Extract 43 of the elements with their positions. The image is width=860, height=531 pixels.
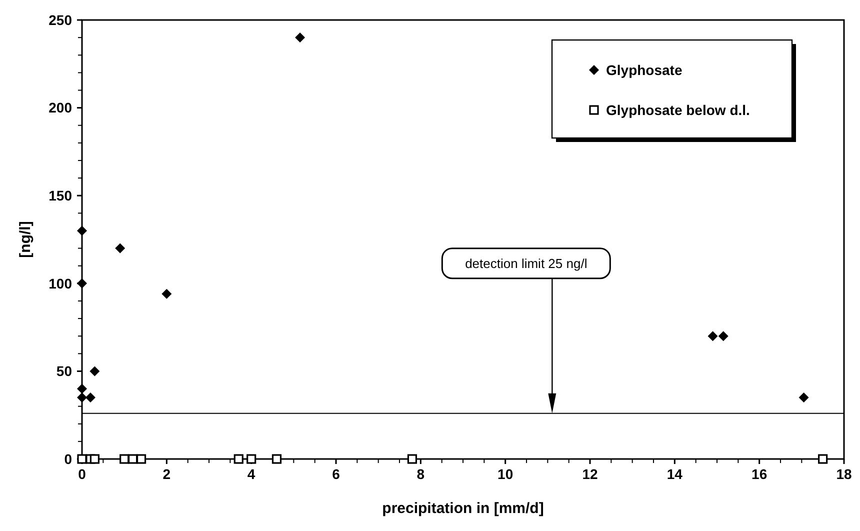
x-tick-label: 4 [247,466,256,482]
point [246,454,256,464]
point [90,454,100,464]
x-tick-label: 12 [582,466,598,482]
x-tick-label: 18 [836,466,852,482]
y-tick-label: 50 [56,363,72,380]
point [718,331,728,342]
x-tick-label: 10 [498,466,514,482]
x-tick-label: 16 [752,466,768,482]
x-tick-label: 8 [416,466,425,482]
legend-label: Glyphosate below d.l. [606,102,750,118]
point [115,243,126,254]
x-tick-label: 14 [666,466,683,482]
point [136,454,146,464]
point [234,454,244,464]
x-tick-label: 6 [332,466,340,482]
point [77,392,87,403]
point [120,454,130,464]
point [708,331,718,342]
x-tick-label: 2 [162,466,171,482]
point [77,454,87,464]
point [85,392,96,403]
point [407,454,417,464]
y-tick-label: 250 [48,12,72,28]
legend-label: Glyphosate [606,62,682,78]
y-tick-label: 100 [48,275,72,292]
point [295,32,306,43]
point [77,226,87,236]
y-tick-label: 150 [48,188,72,204]
point [90,366,100,376]
point [798,392,809,403]
y-tick-label: 0 [64,450,72,467]
y-tick-label: 200 [48,100,72,116]
x-tick-label: 0 [78,466,86,482]
point [128,454,138,464]
point [272,454,282,464]
point [162,288,172,299]
y-axis-title: [ng/l] [17,221,34,258]
point [77,278,87,288]
point [818,454,828,464]
annotation: detection limit 25 ng/l [465,256,588,271]
x-axis-title: precipitation in [mm/d] [382,500,544,517]
point [77,384,87,394]
